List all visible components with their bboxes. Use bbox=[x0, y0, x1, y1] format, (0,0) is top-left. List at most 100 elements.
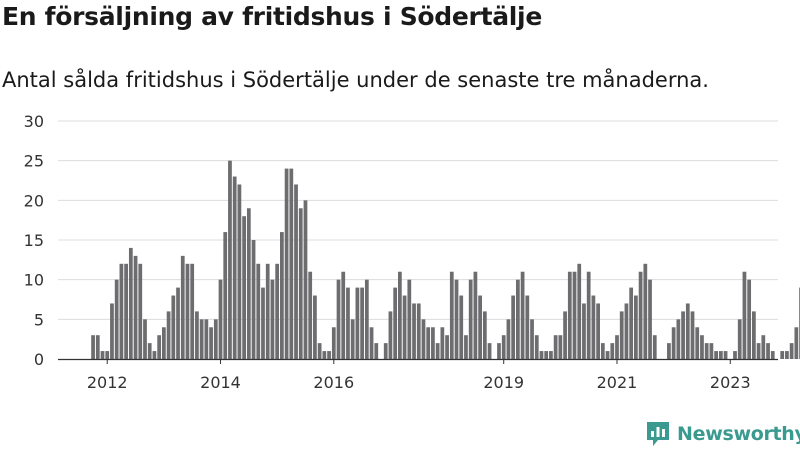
bar bbox=[162, 327, 166, 359]
bar bbox=[516, 279, 520, 359]
y-tick-label: 30 bbox=[24, 112, 44, 131]
bar bbox=[152, 351, 157, 359]
bar bbox=[553, 335, 558, 359]
x-tick-label: 2012 bbox=[87, 373, 128, 392]
bar bbox=[393, 287, 398, 359]
bar bbox=[468, 279, 473, 359]
bar bbox=[275, 263, 280, 359]
bar bbox=[199, 319, 204, 359]
bar bbox=[218, 279, 223, 359]
bar bbox=[700, 335, 704, 359]
bar bbox=[284, 168, 289, 359]
bar bbox=[723, 351, 728, 359]
bar bbox=[364, 279, 369, 359]
bar bbox=[747, 279, 752, 359]
bar bbox=[445, 335, 449, 359]
y-tick-label: 25 bbox=[24, 152, 44, 171]
bar bbox=[209, 327, 213, 359]
bar bbox=[369, 327, 374, 359]
bar bbox=[270, 279, 275, 359]
bar bbox=[124, 263, 128, 359]
bar bbox=[402, 295, 407, 359]
bar bbox=[383, 343, 388, 359]
bar bbox=[355, 287, 360, 359]
bar bbox=[110, 303, 114, 359]
bar bbox=[652, 335, 657, 359]
bar bbox=[473, 271, 478, 359]
bar bbox=[709, 343, 714, 359]
bar bbox=[685, 303, 690, 359]
bar bbox=[166, 311, 171, 359]
bar bbox=[298, 208, 303, 359]
bar bbox=[91, 335, 95, 359]
bar bbox=[228, 160, 232, 359]
bar bbox=[681, 311, 685, 359]
x-tick-label: 2023 bbox=[710, 373, 751, 392]
bar bbox=[157, 335, 162, 359]
bar bbox=[648, 279, 652, 359]
bar bbox=[95, 335, 100, 359]
bar bbox=[346, 287, 350, 359]
chart-title: En försäljning av fritidshus i Södertälj… bbox=[2, 2, 542, 31]
bar bbox=[718, 351, 723, 359]
bar bbox=[690, 311, 695, 359]
bar bbox=[643, 263, 648, 359]
bar bbox=[794, 327, 799, 359]
bar bbox=[242, 216, 246, 359]
bar bbox=[520, 271, 525, 359]
bar bbox=[388, 311, 393, 359]
bar bbox=[100, 351, 105, 359]
bar bbox=[789, 343, 794, 359]
bar bbox=[223, 232, 228, 359]
bar bbox=[412, 303, 416, 359]
bar bbox=[780, 351, 785, 359]
bar bbox=[487, 343, 492, 359]
bar bbox=[761, 335, 766, 359]
bar bbox=[280, 232, 284, 359]
bar bbox=[421, 319, 426, 359]
bar bbox=[605, 351, 610, 359]
bar bbox=[586, 271, 591, 359]
y-tick-label: 5 bbox=[34, 310, 44, 329]
bar bbox=[511, 295, 516, 359]
bar bbox=[360, 287, 364, 359]
bar bbox=[567, 271, 572, 359]
bar bbox=[180, 255, 185, 359]
bar bbox=[327, 351, 331, 359]
chart-subtitle: Antal sålda fritidshus i Södertälje unde… bbox=[2, 68, 709, 92]
bar bbox=[374, 343, 379, 359]
gridlines bbox=[58, 120, 778, 320]
bar bbox=[497, 343, 501, 359]
bar bbox=[171, 295, 176, 359]
bar bbox=[770, 351, 775, 359]
bar bbox=[407, 279, 412, 359]
bar bbox=[676, 319, 681, 359]
bar bbox=[138, 263, 143, 359]
bar bbox=[615, 335, 619, 359]
bar bbox=[530, 319, 534, 359]
bar bbox=[114, 279, 119, 359]
y-tick-label: 15 bbox=[24, 231, 44, 250]
x-tick-label: 2021 bbox=[597, 373, 638, 392]
bar bbox=[629, 287, 634, 359]
bar bbox=[449, 271, 454, 359]
x-axis-labels: 2012201420162019202120232025 bbox=[87, 359, 751, 392]
x-tick-label: 2019 bbox=[483, 373, 524, 392]
bar bbox=[435, 343, 440, 359]
bar bbox=[313, 295, 317, 359]
bar bbox=[549, 351, 553, 359]
bar bbox=[294, 184, 298, 359]
bar bbox=[563, 311, 567, 359]
bar bbox=[785, 351, 789, 359]
bar bbox=[506, 319, 511, 359]
bar bbox=[464, 335, 468, 359]
bar bbox=[478, 295, 482, 359]
bar bbox=[289, 168, 294, 359]
bar bbox=[619, 311, 624, 359]
bar bbox=[416, 303, 421, 359]
bar bbox=[237, 184, 242, 359]
bar bbox=[303, 200, 308, 359]
bar bbox=[671, 327, 676, 359]
bar bbox=[572, 271, 577, 359]
